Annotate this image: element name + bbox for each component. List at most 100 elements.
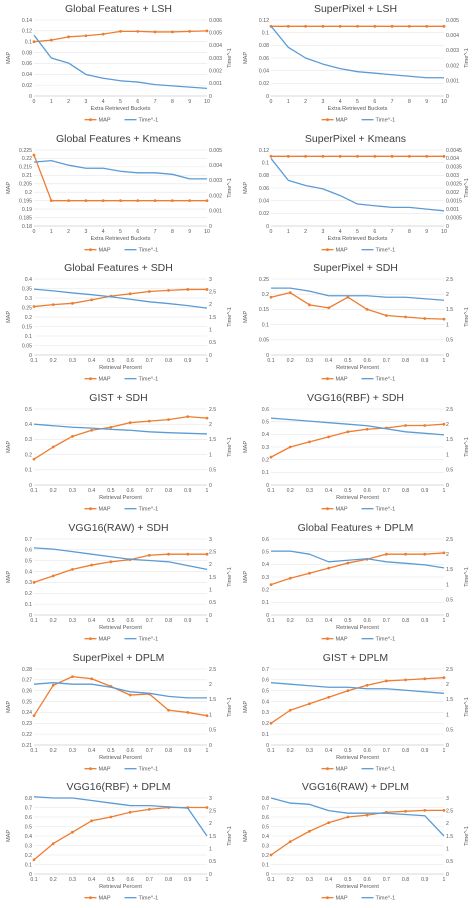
y2-tick-label: 0.004 bbox=[209, 163, 222, 169]
x-tick-label: 0.5 bbox=[107, 488, 114, 494]
data-point-map bbox=[49, 198, 53, 202]
y2-tick-label: 0.001 bbox=[209, 81, 222, 87]
y-tick-label: 0.1 bbox=[25, 468, 32, 474]
data-point-map bbox=[288, 291, 292, 295]
chart-title: GIST + DPLM bbox=[323, 652, 388, 663]
series-line-map bbox=[33, 154, 207, 202]
y-tick-label: 0 bbox=[266, 223, 269, 229]
chart-title: VGG16(RAW) + SDH bbox=[68, 523, 168, 534]
y2-tick-label: 0 bbox=[446, 94, 449, 100]
y-tick-label: 0.4 bbox=[262, 699, 269, 705]
legend-marker bbox=[326, 377, 329, 381]
data-point-map bbox=[304, 24, 308, 28]
y-axis-label: MAP bbox=[243, 52, 249, 64]
y-tick-label: 0 bbox=[266, 94, 269, 100]
series-line-map bbox=[33, 416, 208, 460]
x-tick-label: 0.9 bbox=[421, 358, 428, 364]
y-tick-label: 0.15 bbox=[22, 325, 32, 331]
x-tick-label: 0.8 bbox=[165, 488, 172, 494]
x-tick-label: 0.3 bbox=[69, 488, 76, 494]
x-tick-label: 1 bbox=[287, 99, 290, 105]
y2-tick-label: 0.002 bbox=[446, 63, 459, 69]
x-tick-label: 5 bbox=[356, 99, 359, 105]
x-tick-label: 3 bbox=[84, 99, 87, 105]
legend-label: MAP bbox=[336, 377, 348, 383]
y-tick-label: 0 bbox=[29, 353, 32, 359]
x-tick-label: 4 bbox=[102, 99, 105, 105]
series-line-time bbox=[270, 681, 445, 694]
y-tick-label: 0 bbox=[29, 613, 32, 619]
x-tick-label: 1 bbox=[443, 877, 446, 883]
y-axis-label: MAP bbox=[6, 700, 12, 712]
x-tick-label: 0.3 bbox=[69, 877, 76, 883]
y-tick-label: 0.1 bbox=[262, 600, 269, 606]
legend-label: Time^-1 bbox=[138, 766, 158, 772]
x-tick-label: 0.3 bbox=[69, 618, 76, 624]
x-tick-label: 0.4 bbox=[325, 877, 332, 883]
y-axis-label: MAP bbox=[243, 181, 249, 193]
data-point-map bbox=[442, 422, 446, 426]
y-tick-label: 0.6 bbox=[262, 407, 269, 413]
legend-label: MAP bbox=[336, 247, 348, 253]
y2-tick-label: 0 bbox=[209, 872, 212, 878]
y2-tick-label: 2.5 bbox=[209, 290, 216, 296]
chart-5: SuperPixel + SDH 0 0.05 0.1 0.15 0.2 0.25 0 0.5 1… bbox=[243, 263, 470, 383]
y2-tick-label: 1.5 bbox=[209, 575, 216, 581]
data-point-map bbox=[90, 298, 94, 302]
y-tick-label: 0.5 bbox=[25, 407, 32, 413]
legend-label: Time^-1 bbox=[375, 766, 395, 772]
data-point-map bbox=[32, 457, 36, 461]
legend-marker bbox=[89, 247, 92, 251]
x-tick-label: 3 bbox=[84, 229, 87, 235]
x-tick-label: 0.1 bbox=[267, 618, 274, 624]
data-point-map bbox=[384, 314, 388, 318]
legend-label: MAP bbox=[99, 247, 111, 253]
y2-tick-label: 0 bbox=[209, 742, 212, 748]
y-tick-label: 0.1 bbox=[262, 323, 269, 329]
data-point-map bbox=[327, 306, 331, 310]
y-tick-label: 0.6 bbox=[262, 815, 269, 821]
y-tick-label: 0.08 bbox=[22, 50, 32, 56]
data-point-map bbox=[32, 153, 36, 157]
x-tick-label: 7 bbox=[391, 99, 394, 105]
x-tick-label: 0.6 bbox=[127, 618, 134, 624]
data-point-map bbox=[49, 38, 53, 42]
legend-label: Time^-1 bbox=[375, 377, 395, 383]
x-tick-label: 0.2 bbox=[287, 358, 294, 364]
y-tick-label: 0.8 bbox=[262, 796, 269, 802]
x-tick-label: 9 bbox=[188, 229, 191, 235]
y-tick-label: 0.185 bbox=[19, 215, 32, 221]
y-tick-label: 0.02 bbox=[259, 81, 269, 87]
x-tick-label: 0.1 bbox=[267, 488, 274, 494]
data-point-map bbox=[188, 29, 192, 33]
legend-label: Time^-1 bbox=[375, 247, 395, 253]
y2-tick-label: 2 bbox=[209, 681, 212, 687]
data-point-map bbox=[67, 198, 71, 202]
series-line-map bbox=[33, 675, 208, 716]
data-point-map bbox=[186, 415, 190, 419]
x-tick-label: 7 bbox=[154, 229, 157, 235]
data-point-map bbox=[365, 683, 369, 687]
y-tick-label: 0.215 bbox=[19, 164, 32, 170]
series-line-time bbox=[270, 25, 444, 79]
x-tick-label: 8 bbox=[408, 229, 411, 235]
data-point-map bbox=[346, 296, 350, 300]
y2-tick-label: 1.5 bbox=[446, 308, 453, 314]
x-tick-label: 2 bbox=[67, 229, 70, 235]
x-tick-label: 0.5 bbox=[344, 488, 351, 494]
series-line-map bbox=[270, 809, 444, 856]
x-axis-label: Retrieval Percent bbox=[336, 365, 379, 371]
data-point-map bbox=[153, 30, 157, 34]
y-tick-label: 0 bbox=[29, 94, 32, 100]
data-point-map bbox=[288, 445, 292, 449]
x-tick-label: 6 bbox=[136, 229, 139, 235]
y2-tick-label: 0.001 bbox=[209, 208, 222, 214]
y2-tick-label: 2 bbox=[446, 552, 449, 558]
data-point-map bbox=[147, 553, 151, 557]
x-tick-label: 1 bbox=[206, 488, 209, 494]
y-axis-label: MAP bbox=[243, 441, 249, 453]
data-point-map bbox=[327, 695, 331, 699]
y-axis-label: MAP bbox=[6, 441, 12, 453]
x-tick-label: 10 bbox=[441, 229, 447, 235]
y-tick-label: 0.1 bbox=[25, 40, 32, 46]
